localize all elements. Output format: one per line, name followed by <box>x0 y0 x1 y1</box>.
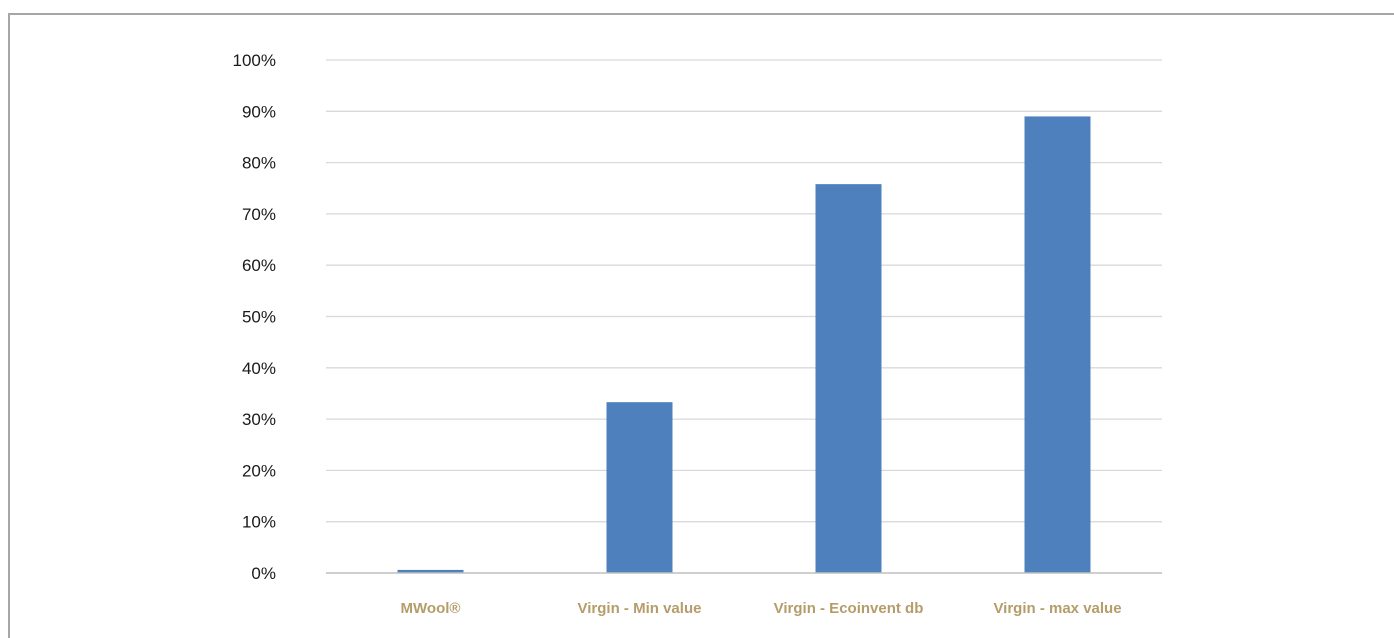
bar <box>815 184 882 573</box>
bar <box>606 402 673 573</box>
y-tick-label: 40% <box>242 359 276 378</box>
x-category-label: Virgin - max value <box>993 600 1121 617</box>
y-tick-label: 60% <box>242 256 276 275</box>
x-category-label: Virgin - Min value <box>578 600 702 617</box>
bar <box>1024 116 1091 574</box>
y-tick-label: 20% <box>242 461 276 480</box>
y-axis-tick-labels: 0% 10% 20% 30% 40% 50% 60% 70% 80% 90% 100% <box>233 51 276 583</box>
y-tick-label: 70% <box>242 205 276 224</box>
bar <box>397 569 464 573</box>
y-tick-label: 10% <box>242 513 276 532</box>
y-tick-label: 90% <box>242 102 276 121</box>
y-tick-label: 0% <box>251 564 276 583</box>
chart-frame <box>8 13 1394 638</box>
bars <box>397 116 1091 574</box>
x-axis-category-labels: MWool® Virgin - Min value Virgin - Ecoinve… <box>401 600 1122 617</box>
x-category-label: Virgin - Ecoinvent db <box>774 600 924 617</box>
x-category-label: MWool® <box>401 600 461 617</box>
y-tick-label: 100% <box>233 51 276 70</box>
y-tick-label: 30% <box>242 410 276 429</box>
y-tick-label: 50% <box>242 308 276 327</box>
gridlines <box>326 59 1162 523</box>
y-tick-label: 80% <box>242 154 276 173</box>
